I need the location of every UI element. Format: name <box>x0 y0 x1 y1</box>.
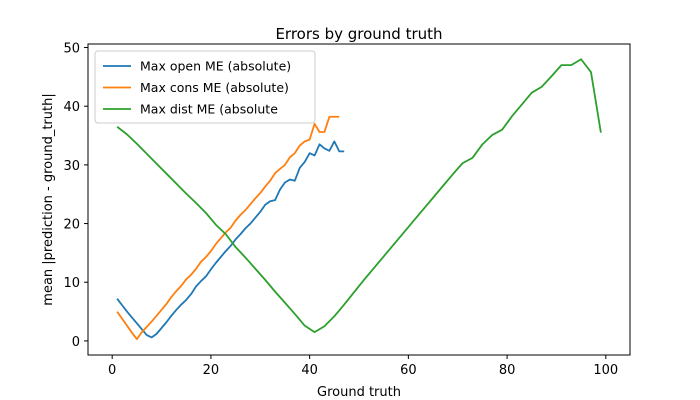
series-line-2 <box>116 115 340 341</box>
x-tick-label: 100 <box>593 363 618 378</box>
x-tick-label: 0 <box>108 363 116 378</box>
y-axis-label: mean |prediction - ground_truth| <box>41 93 56 305</box>
y-tick-label: 20 <box>63 218 80 233</box>
legend-label-2: Max cons ME (absolute) <box>140 80 289 95</box>
x-tick-label: 80 <box>499 363 516 378</box>
plot-layer <box>116 58 602 341</box>
x-axis-label: Ground truth <box>317 385 401 400</box>
plot-frame <box>87 43 631 356</box>
x-tick-label: 40 <box>301 363 318 378</box>
series-line-1 <box>116 140 345 339</box>
x-tick-label: 60 <box>400 363 417 378</box>
legend: Max open ME (absolute) Max cons ME (absol… <box>94 50 316 124</box>
y-tick-label: 10 <box>63 276 80 291</box>
legend-label-3: Max dist ME (absolute <box>140 102 278 117</box>
series-line-3 <box>116 58 602 334</box>
y-tick-label: 0 <box>72 335 80 350</box>
y-tick-label: 40 <box>63 100 80 115</box>
y-tick-label: 30 <box>63 159 80 174</box>
ticks-layer: 0 20 40 60 80 100 0 10 20 30 40 50 <box>63 42 618 378</box>
y-tick-label: 50 <box>63 42 80 57</box>
x-tick-label: 20 <box>203 363 220 378</box>
legend-box <box>94 50 316 124</box>
legend-label-1: Max open ME (absolute) <box>140 59 291 74</box>
chart-title: Errors by ground truth <box>275 25 442 43</box>
